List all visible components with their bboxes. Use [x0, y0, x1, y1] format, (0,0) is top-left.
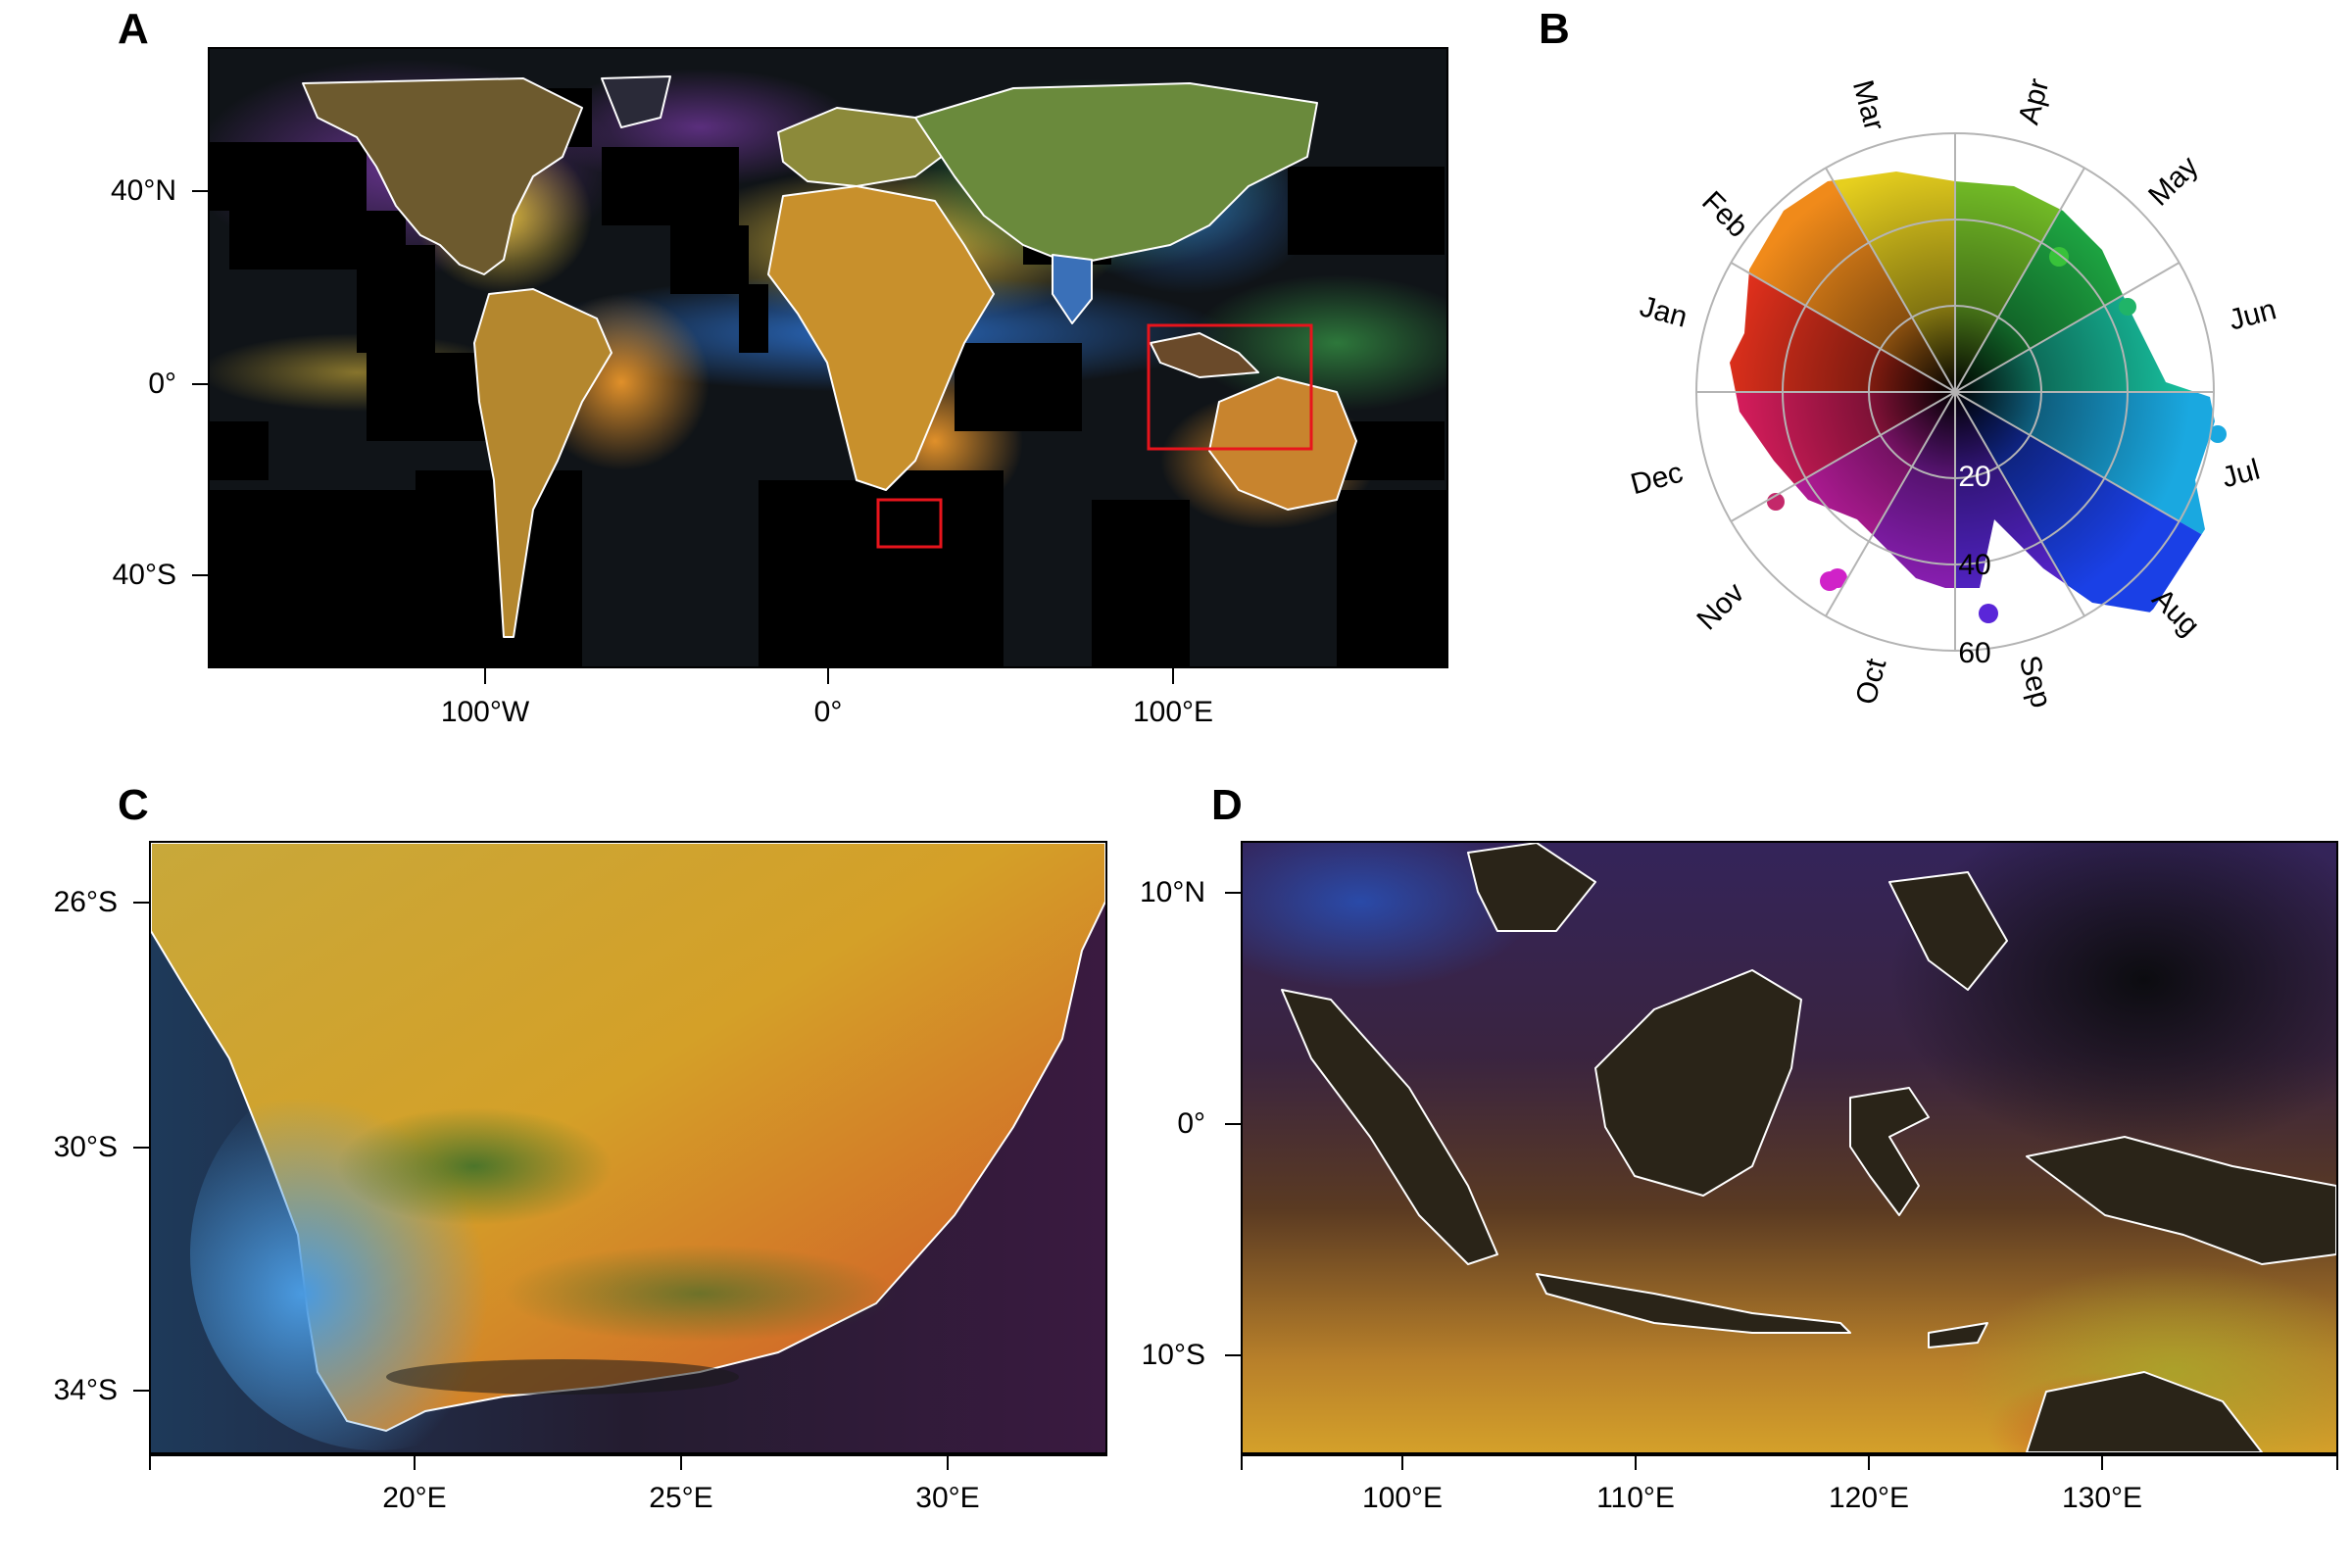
month-sep: Sep [2013, 653, 2058, 711]
southern-africa-box [876, 498, 943, 549]
lon-tick-100e: 100°E [1361, 1482, 1444, 1514]
sulawesi [1849, 1087, 1930, 1216]
lat-tick-0: 0° [148, 368, 176, 400]
lat-tickmark [133, 1147, 149, 1149]
lon-tickmark [484, 668, 486, 684]
lon-tickmark [1241, 1454, 1243, 1470]
month-apr: Apr [2012, 75, 2055, 128]
global-map-image [210, 49, 1446, 666]
month-oct: Oct [1849, 655, 1892, 708]
australia [1208, 376, 1357, 511]
data-point [2209, 425, 2227, 443]
indochina [1467, 843, 1596, 932]
borneo [1594, 969, 1802, 1197]
lon-tickmark [2101, 1454, 2103, 1470]
lat-tick-26s: 26°S [53, 886, 118, 918]
philippines [1888, 871, 2008, 991]
north-america [302, 77, 583, 275]
south-africa-map-image [151, 843, 1105, 1452]
lat-tick-34s: 34°S [53, 1374, 118, 1406]
lon-tickmark [680, 1454, 682, 1470]
lon-tick-25e: 25°E [649, 1482, 713, 1514]
maritime-asia-map-image [1243, 843, 2336, 1452]
lat-tick-10n: 10°N [1139, 876, 1205, 908]
lon-tickmark [414, 1454, 416, 1470]
panel-d-label: D [1211, 781, 1243, 829]
global-map [208, 47, 1448, 668]
northern-australia [2026, 1371, 2263, 1452]
lon-tickmark [1172, 668, 1174, 684]
africa [767, 185, 995, 491]
lon-tickmark [2336, 1454, 2338, 1470]
lon-tick-30e: 30°E [915, 1482, 980, 1514]
polar-grid [1695, 132, 2215, 652]
lon-tickmark [1868, 1454, 1870, 1470]
lon-tickmark [1635, 1454, 1637, 1470]
month-feb: Feb [1695, 185, 1754, 244]
lon-tickmark [1401, 1454, 1403, 1470]
new-guinea [2026, 1136, 2336, 1265]
timor [1928, 1322, 1988, 1348]
seasonal-polar-legend: 20 40 60 Jan Feb Mar Apr May Jun Jul Aug… [1628, 75, 2280, 711]
radial-tick-20: 20 [1958, 461, 1990, 493]
lat-tick-10s: 10°S [1141, 1339, 1205, 1371]
lat-tick-30s: 30°S [53, 1131, 118, 1163]
data-point [1979, 604, 1998, 623]
lon-tick-110e: 110°E [1596, 1482, 1675, 1514]
radial-tick-60: 60 [1958, 637, 1990, 669]
lat-tickmark [192, 574, 208, 576]
lat-tick-40s: 40°S [112, 559, 176, 591]
panel-a-label: A [118, 5, 149, 53]
data-point [2119, 298, 2136, 316]
lon-tick-100w: 100°W [440, 696, 530, 728]
month-jan: Jan [1637, 290, 1690, 333]
asia [914, 82, 1318, 266]
maritime-asia-box [1147, 323, 1313, 451]
south-asia [1052, 254, 1093, 324]
panel-b-label: B [1539, 5, 1570, 53]
radial-tick-40: 40 [1958, 549, 1990, 581]
lon-tickmark [149, 1454, 151, 1470]
month-mar: Mar [1846, 76, 1890, 133]
lat-tickmark [192, 383, 208, 385]
lat-tickmark [1225, 1354, 1241, 1356]
lon-tick-0: 0° [813, 696, 843, 728]
month-may: May [2142, 150, 2204, 212]
lat-tick-40n: 40°N [110, 174, 176, 207]
lon-tick-120e: 120°E [1828, 1482, 1910, 1514]
greenland [601, 75, 671, 128]
month-dec: Dec [1628, 457, 1687, 502]
panel-c-label: C [118, 781, 149, 829]
lat-tick-0: 0° [1177, 1107, 1205, 1140]
c-x-axis [149, 1454, 1107, 1456]
south-america [473, 288, 612, 638]
month-jul: Jul [2219, 454, 2264, 495]
d-x-axis [1241, 1454, 2338, 1456]
maritime-asia [1150, 332, 1259, 378]
lon-tick-100e: 100°E [1132, 696, 1214, 728]
lon-tick-20e: 20°E [382, 1482, 447, 1514]
lat-tickmark [133, 1390, 149, 1392]
lat-tickmark [1225, 892, 1241, 894]
month-jun: Jun [2226, 293, 2279, 336]
java-lesser-sunda [1536, 1273, 1851, 1334]
data-point [1828, 568, 1847, 588]
south-africa-map [149, 841, 1107, 1454]
month-nov: Nov [1690, 576, 1750, 636]
maritime-asia-map [1241, 841, 2338, 1454]
lon-tickmark [947, 1454, 949, 1470]
sumatra [1281, 989, 1498, 1265]
europe [777, 107, 956, 187]
lat-tickmark [133, 902, 149, 904]
lon-tickmark [827, 668, 829, 684]
lon-tick-130e: 130°E [2061, 1482, 2143, 1514]
lat-tickmark [1225, 1123, 1241, 1125]
lat-tickmark [192, 190, 208, 192]
